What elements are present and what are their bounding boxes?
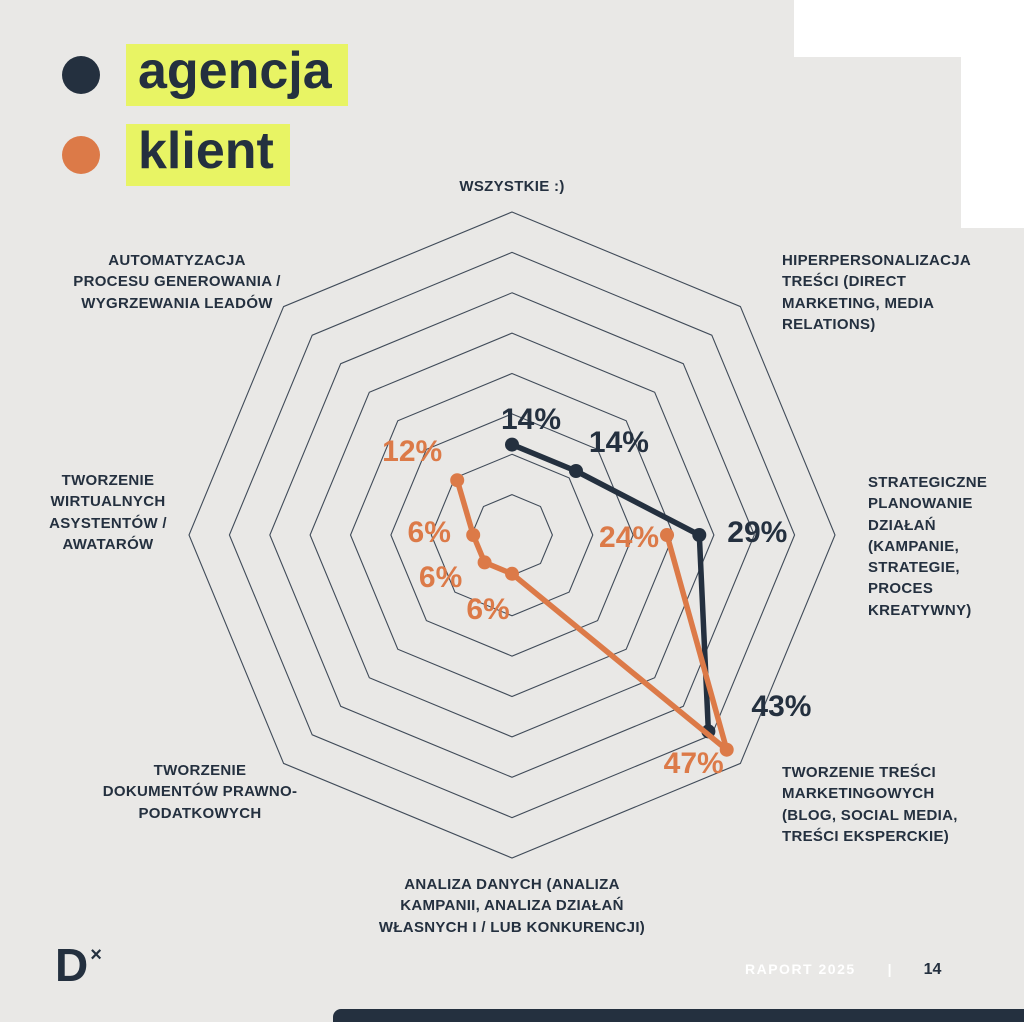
footer-separator: | — [887, 961, 892, 977]
radar-ring — [228, 251, 796, 819]
axis-label-tworzenie-tresci: TWORZENIE TREŚCI MARKETINGOWYCH (BLOG, S… — [782, 764, 958, 845]
legend-label-agencja: agencja — [126, 44, 348, 106]
axis-label-hiperpersonalizacja: HIPERPERSONALIZACJA TREŚCI (DIRECT MARKE… — [782, 252, 972, 333]
legend-item-agencja: agencja — [62, 44, 348, 106]
value-label-agencja-axis-3: 43% — [751, 690, 812, 724]
axis-label-wszystkie: WSZYSTKIE :) — [459, 178, 565, 195]
agencja-data-point — [505, 437, 519, 452]
value-label-klient-axis-5: 6% — [418, 561, 463, 595]
radar-ring — [349, 372, 675, 698]
klient-data-point — [719, 742, 734, 757]
klient-data-point — [660, 528, 674, 542]
footer-report-label: RAPORT 2025 — [745, 961, 856, 977]
axis-label-analiza-danych: ANALIZA DANYCH (ANALIZA KAMPANII, ANALIZ… — [378, 876, 646, 936]
axis-label-tworzenie-dokumentow: TWORZENIE DOKUMENTÓW PRAWNO- PODATKOWYCH — [102, 762, 298, 822]
klient-data-point — [450, 473, 465, 488]
value-label-klient-axis-3: 47% — [663, 746, 724, 780]
radar-ring — [188, 211, 836, 859]
klient-data-point — [477, 555, 492, 570]
footer: RAPORT 2025 | 14 — [745, 961, 941, 979]
klient-line — [454, 477, 730, 753]
footer-page-number: 14 — [923, 961, 942, 978]
agencja-line — [509, 441, 712, 735]
agencja-color-dot-icon — [62, 56, 100, 94]
klient-data-point — [505, 566, 519, 581]
legend-label-klient: klient — [126, 124, 290, 186]
value-label-klient-axis-2: 24% — [599, 521, 660, 554]
logo-x-mark-icon: × — [90, 944, 102, 966]
radar-ring — [309, 332, 715, 738]
logo: D × — [55, 938, 102, 992]
axis-label-automatyzacja-leadow: AUTOMATYZACJA PROCESU GENEROWANIA / WYGR… — [73, 252, 281, 312]
chart-legend: agencja klient — [62, 44, 348, 186]
agencja-data-point — [569, 464, 583, 478]
klient-color-dot-icon — [62, 136, 100, 174]
agencja-data-point — [692, 528, 707, 542]
radar-ring — [269, 292, 755, 778]
bottom-accent-bar — [333, 1009, 1024, 1022]
axis-label-strategiczne-planowanie: STRATEGICZNE PLANOWANIE DZIAŁAŃ (KAMPANI… — [868, 474, 988, 619]
value-label-klient-axis-7: 12% — [382, 435, 443, 469]
value-label-agencja-axis-1: 14% — [588, 426, 649, 460]
value-label-klient-axis-6: 6% — [407, 516, 451, 549]
klient-data-point — [466, 528, 481, 542]
value-label-agencja-axis-0: 14% — [500, 402, 562, 436]
page-corner-notch-side — [961, 0, 1024, 228]
radar-ring — [390, 413, 634, 657]
radar-ring — [430, 453, 594, 617]
legend-item-klient: klient — [62, 124, 348, 186]
value-label-agencja-axis-2: 29% — [727, 516, 788, 549]
axis-label-wirtualni-asystenci: TWORZENIE WIRTUALNYCH ASYSTENTÓW / AWATA… — [49, 472, 167, 553]
value-label-klient-axis-4: 6% — [466, 592, 510, 626]
logo-letter: D — [55, 939, 89, 991]
